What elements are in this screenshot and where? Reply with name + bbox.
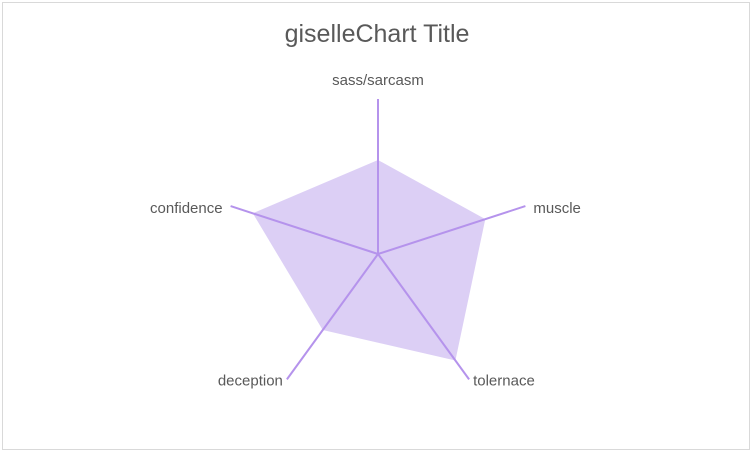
axis-line-3 bbox=[286, 253, 379, 380]
axis-label-0: sass/sarcasm bbox=[332, 72, 424, 89]
chart-title: giselleChart Title bbox=[284, 20, 470, 48]
axis-line-1 bbox=[377, 205, 526, 255]
axis-label-4: confidence bbox=[150, 200, 223, 217]
series-area-0 bbox=[252, 160, 486, 361]
axis-label-3: deception bbox=[218, 372, 283, 389]
axis-line-4 bbox=[230, 205, 379, 255]
axis-label-1: muscle bbox=[533, 200, 581, 217]
axis-line-2 bbox=[377, 253, 470, 380]
axis-label-2: tolernace bbox=[473, 372, 535, 389]
